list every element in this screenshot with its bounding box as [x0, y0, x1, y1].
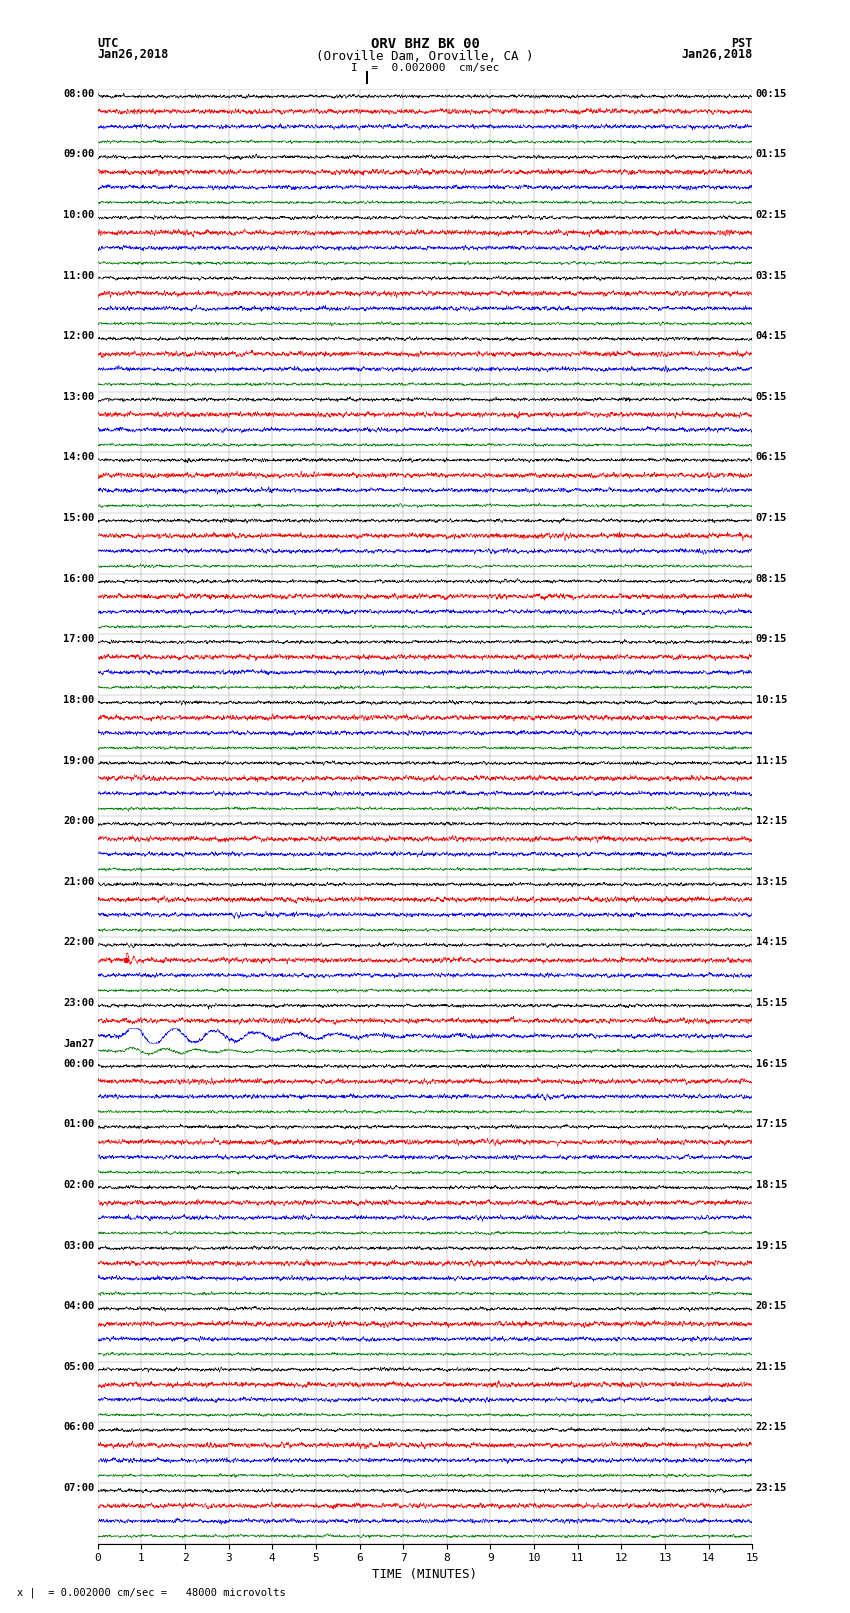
Text: 01:00: 01:00 [63, 1119, 94, 1129]
Text: 23:00: 23:00 [63, 998, 94, 1008]
Text: 04:00: 04:00 [63, 1302, 94, 1311]
Text: 08:15: 08:15 [756, 574, 787, 584]
Text: 14:15: 14:15 [756, 937, 787, 947]
Text: 13:15: 13:15 [756, 877, 787, 887]
Text: 10:00: 10:00 [63, 210, 94, 219]
Text: 16:15: 16:15 [756, 1058, 787, 1069]
Text: 09:00: 09:00 [63, 150, 94, 160]
Text: 17:00: 17:00 [63, 634, 94, 644]
Text: (Oroville Dam, Oroville, CA ): (Oroville Dam, Oroville, CA ) [316, 50, 534, 63]
Text: 21:15: 21:15 [756, 1361, 787, 1371]
Text: 16:00: 16:00 [63, 574, 94, 584]
Text: x |  = 0.002000 cm/sec =   48000 microvolts: x | = 0.002000 cm/sec = 48000 microvolts [17, 1587, 286, 1598]
Text: 00:00: 00:00 [63, 1058, 94, 1069]
Text: 22:00: 22:00 [63, 937, 94, 947]
Text: 20:00: 20:00 [63, 816, 94, 826]
Text: 17:15: 17:15 [756, 1119, 787, 1129]
Text: Jan26,2018: Jan26,2018 [681, 48, 752, 61]
Text: 15:15: 15:15 [756, 998, 787, 1008]
Text: 08:00: 08:00 [63, 89, 94, 98]
Text: 07:00: 07:00 [63, 1482, 94, 1494]
Text: 10:15: 10:15 [756, 695, 787, 705]
Text: 14:00: 14:00 [63, 453, 94, 463]
Text: UTC: UTC [98, 37, 119, 50]
Text: 21:00: 21:00 [63, 877, 94, 887]
Text: ORV BHZ BK 00: ORV BHZ BK 00 [371, 37, 479, 52]
Text: 00:15: 00:15 [756, 89, 787, 98]
Text: I  =  0.002000  cm/sec: I = 0.002000 cm/sec [351, 63, 499, 73]
Text: 12:15: 12:15 [756, 816, 787, 826]
Text: 11:00: 11:00 [63, 271, 94, 281]
Text: 12:00: 12:00 [63, 331, 94, 342]
Text: Jan27: Jan27 [63, 1039, 94, 1048]
Text: 18:15: 18:15 [756, 1181, 787, 1190]
Text: 03:15: 03:15 [756, 271, 787, 281]
Text: 01:15: 01:15 [756, 150, 787, 160]
Text: 02:15: 02:15 [756, 210, 787, 219]
Text: Jan26,2018: Jan26,2018 [98, 48, 169, 61]
Text: 02:00: 02:00 [63, 1181, 94, 1190]
Text: 05:15: 05:15 [756, 392, 787, 402]
Text: 06:00: 06:00 [63, 1423, 94, 1432]
Text: 03:00: 03:00 [63, 1240, 94, 1250]
Text: 04:15: 04:15 [756, 331, 787, 342]
Text: 23:15: 23:15 [756, 1482, 787, 1494]
Text: 06:15: 06:15 [756, 453, 787, 463]
Text: PST: PST [731, 37, 752, 50]
Text: 20:15: 20:15 [756, 1302, 787, 1311]
Text: 13:00: 13:00 [63, 392, 94, 402]
Text: 09:15: 09:15 [756, 634, 787, 644]
Text: 22:15: 22:15 [756, 1423, 787, 1432]
Text: 11:15: 11:15 [756, 755, 787, 766]
Text: 05:00: 05:00 [63, 1361, 94, 1371]
Text: 19:15: 19:15 [756, 1240, 787, 1250]
Text: 18:00: 18:00 [63, 695, 94, 705]
Text: 19:00: 19:00 [63, 755, 94, 766]
Text: 07:15: 07:15 [756, 513, 787, 523]
X-axis label: TIME (MINUTES): TIME (MINUTES) [372, 1568, 478, 1581]
Text: 15:00: 15:00 [63, 513, 94, 523]
